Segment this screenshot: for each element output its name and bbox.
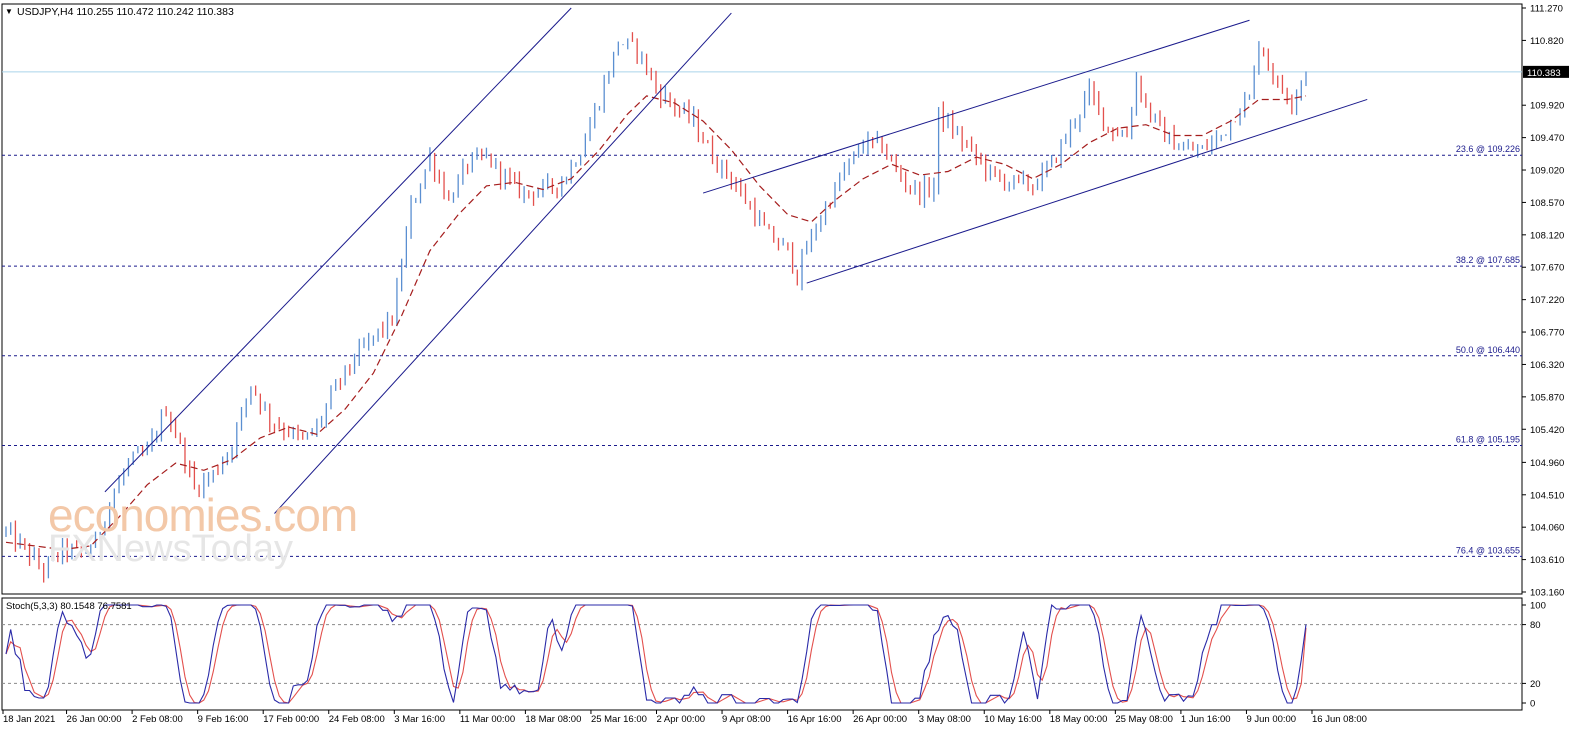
trendline-channel1-upper[interactable] <box>104 7 572 493</box>
fib-level-label: 50.0 @ 106.440 <box>1456 345 1520 355</box>
stoch-y-tick-label: 100 <box>1530 601 1546 612</box>
x-tick-label: 9 Apr 08:00 <box>722 714 771 725</box>
stoch-panel-frame <box>1 597 1523 711</box>
y-tick-label: 104.510 <box>1530 490 1564 501</box>
x-tick-label: 18 Jan 2021 <box>3 714 55 725</box>
main-panel-frame <box>1 3 1523 595</box>
x-tick-label: 3 May 08:00 <box>919 714 971 725</box>
y-tick-label: 107.220 <box>1530 295 1564 306</box>
trendline-channel2-upper[interactable] <box>702 19 1250 194</box>
y-tick-label: 110.820 <box>1530 36 1564 47</box>
menu-arrow-icon: ▼ <box>5 7 13 16</box>
y-tick-label: 111.270 <box>1530 4 1563 15</box>
stoch-label: Stoch(5,3,3) 80.1548 76.7581 <box>6 601 132 612</box>
x-tick-label: 3 Mar 16:00 <box>394 714 445 725</box>
x-tick-label: 26 Apr 00:00 <box>853 714 907 725</box>
x-tick-label: 2 Feb 08:00 <box>132 714 183 725</box>
symbol-title: USDJPY,H4 110.255 110.472 110.242 110.38… <box>17 6 234 18</box>
x-tick-label: 24 Feb 08:00 <box>329 714 385 725</box>
y-tick-label: 109.020 <box>1530 166 1564 177</box>
x-tick-label: 25 Mar 16:00 <box>591 714 647 725</box>
stoch-main-line <box>5 603 1307 704</box>
current-price-tag-label: 110.383 <box>1527 68 1561 79</box>
y-tick-label: 103.160 <box>1530 588 1564 599</box>
trendline-channel2-lower[interactable] <box>806 98 1368 284</box>
trendline-channel1-lower[interactable] <box>274 12 732 514</box>
fib-level-label: 23.6 @ 109.226 <box>1456 144 1520 154</box>
y-tick-label: 109.920 <box>1530 101 1564 112</box>
stoch-y-tick-label: 80 <box>1530 620 1541 631</box>
x-tick-label: 9 Feb 16:00 <box>198 714 249 725</box>
y-tick-label: 109.470 <box>1530 133 1564 144</box>
x-tick-label: 9 Jun 00:00 <box>1246 714 1296 725</box>
fib-level-label: 76.4 @ 103.655 <box>1456 545 1520 555</box>
fib-level-label: 38.2 @ 107.685 <box>1456 255 1520 265</box>
y-tick-label: 106.320 <box>1530 360 1564 371</box>
stoch-y-tick-label: 20 <box>1530 679 1541 690</box>
y-tick-label: 108.120 <box>1530 230 1564 241</box>
stoch-y-tick-label: 0 <box>1530 699 1535 710</box>
x-tick-label: 18 May 00:00 <box>1050 714 1108 725</box>
x-tick-label: 1 Jun 16:00 <box>1181 714 1231 725</box>
x-tick-label: 17 Feb 00:00 <box>263 714 319 725</box>
current-price-tag <box>1523 65 1569 78</box>
y-tick-label: 103.610 <box>1530 555 1564 566</box>
y-tick-label: 108.570 <box>1530 198 1564 209</box>
y-tick-label: 105.420 <box>1530 425 1564 436</box>
moving-average-line <box>5 95 1307 551</box>
x-tick-label: 26 Jan 00:00 <box>67 714 122 725</box>
x-tick-label: 25 May 08:00 <box>1115 714 1173 725</box>
y-tick-label: 107.670 <box>1530 263 1564 274</box>
x-tick-label: 11 Mar 00:00 <box>460 714 515 725</box>
x-tick-label: 16 Jun 08:00 <box>1312 714 1367 725</box>
x-tick-label: 16 Apr 16:00 <box>788 714 842 725</box>
fib-level-label: 61.8 @ 105.195 <box>1456 434 1520 444</box>
y-tick-label: 106.770 <box>1530 328 1564 339</box>
y-tick-label: 105.870 <box>1530 392 1564 403</box>
x-tick-label: 2 Apr 00:00 <box>657 714 706 725</box>
x-tick-label: 10 May 16:00 <box>984 714 1042 725</box>
y-tick-label: 104.060 <box>1530 523 1564 534</box>
y-tick-label: 104.960 <box>1530 458 1564 469</box>
x-tick-label: 18 Mar 08:00 <box>525 714 581 725</box>
